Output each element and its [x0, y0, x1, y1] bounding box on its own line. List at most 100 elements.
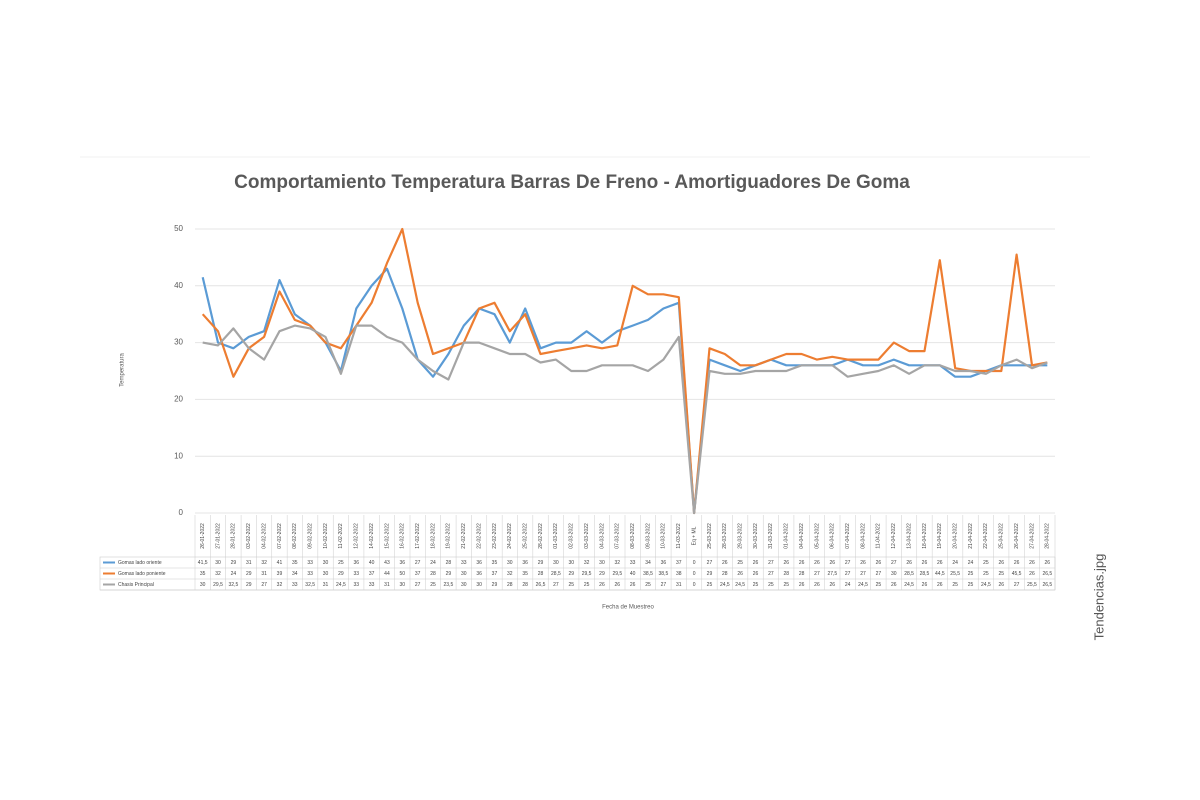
data-label: 37 — [492, 571, 498, 577]
x-tick-label: 30-03-2022 — [753, 523, 759, 549]
data-label: 39 — [277, 571, 283, 577]
x-tick-label: 11-04-2022 — [876, 523, 882, 548]
x-tick-label: 29-03-2022 — [738, 523, 744, 549]
data-label: 33 — [630, 560, 636, 566]
data-label: 26,5 — [1042, 571, 1052, 577]
x-tick-label: 27-04-2022 — [1029, 523, 1035, 549]
x-tick-label: 03-02-2022 — [246, 523, 252, 549]
x-tick-label: 25-02-2022 — [523, 523, 529, 549]
data-label: 25,5 — [1027, 582, 1037, 588]
data-label: 27 — [768, 560, 774, 566]
data-label: 28 — [783, 571, 789, 577]
data-label: 26 — [922, 582, 928, 588]
data-label: 27 — [876, 571, 882, 577]
data-label: 33 — [461, 560, 467, 566]
data-label: 29 — [246, 582, 252, 588]
y-tick-label: 0 — [179, 508, 184, 517]
data-label: 30 — [400, 582, 406, 588]
data-label: 24,5 — [858, 582, 868, 588]
x-tick-label: 26-04-2022 — [1014, 523, 1020, 549]
x-tick-label: 14-02-2022 — [369, 523, 375, 549]
data-label: 24,5 — [720, 582, 730, 588]
data-label: 33 — [292, 582, 298, 588]
data-label: 32,5 — [229, 582, 239, 588]
x-tick-label: 31-03-2022 — [768, 523, 774, 549]
data-label: 50 — [400, 571, 406, 577]
legend-label: Chasis Principal — [118, 582, 154, 588]
data-label: 29 — [446, 571, 452, 577]
x-tick-label: 22-02-2022 — [476, 523, 482, 549]
x-tick-label: 22-04-2022 — [983, 523, 989, 549]
data-label: 32,5 — [305, 582, 315, 588]
data-label: 26 — [814, 582, 820, 588]
x-tick-label: 11-03-2022 — [676, 523, 682, 548]
data-label: 24,5 — [904, 582, 914, 588]
data-label: 32 — [584, 560, 590, 566]
data-label: 26 — [906, 560, 912, 566]
series-line — [202, 324, 1048, 515]
x-tick-label: 24-02-2022 — [507, 523, 513, 549]
data-label: 25 — [968, 582, 974, 588]
x-tick-label: 04-02-2022 — [261, 523, 267, 549]
legend-label: Gomas lado oriente — [118, 560, 162, 566]
data-label: 38 — [676, 571, 682, 577]
x-tick-label: 04-04-2022 — [799, 523, 805, 549]
x-tick-label: 10-02-2022 — [323, 523, 329, 549]
data-label: 34 — [292, 571, 298, 577]
data-label: 25 — [430, 582, 436, 588]
data-label: 28 — [430, 571, 436, 577]
x-tick-label: 06-04-2022 — [830, 523, 836, 549]
y-axis-title: Temperatura — [120, 352, 126, 386]
data-label: 26 — [814, 560, 820, 566]
data-label: 29,5 — [213, 582, 223, 588]
x-tick-label: 15-02-2022 — [384, 523, 390, 549]
data-label: 25 — [783, 582, 789, 588]
data-label: 27 — [415, 560, 421, 566]
x-tick-label: Eq + ML — [691, 526, 697, 545]
data-label: 26 — [599, 582, 605, 588]
data-label: 26 — [722, 560, 728, 566]
data-label: 23,5 — [444, 582, 454, 588]
x-tick-label: 28-03-2022 — [722, 523, 728, 549]
data-label: 32 — [277, 582, 283, 588]
data-label: 28 — [507, 582, 513, 588]
chart-title: Comportamiento Temperatura Barras De Fre… — [234, 172, 910, 193]
data-label: 30 — [568, 560, 574, 566]
data-label: 24,5 — [336, 582, 346, 588]
x-tick-label: 19-02-2022 — [446, 523, 452, 549]
x-tick-label: 09-03-2022 — [645, 523, 651, 549]
data-label: 36 — [400, 560, 406, 566]
data-label: 24 — [952, 560, 958, 566]
data-label: 30 — [461, 582, 467, 588]
data-label: 26 — [860, 560, 866, 566]
data-label: 25 — [983, 571, 989, 577]
data-label: 32 — [215, 571, 221, 577]
data-label: 25 — [952, 582, 958, 588]
data-label: 27 — [845, 560, 851, 566]
x-tick-label: 13-04-2022 — [906, 523, 912, 549]
data-label: 28 — [799, 571, 805, 577]
data-label: 25 — [584, 582, 590, 588]
data-label: 40 — [369, 560, 375, 566]
data-label: 24 — [968, 560, 974, 566]
y-tick-label: 50 — [174, 224, 183, 233]
data-label: 28 — [522, 582, 528, 588]
series-line — [201, 267, 1048, 515]
x-tick-label: 25-04-2022 — [999, 523, 1005, 549]
data-label: 29 — [492, 582, 498, 588]
data-label: 26,5 — [536, 582, 546, 588]
series-line — [201, 227, 1048, 515]
data-label: 31 — [384, 582, 390, 588]
data-label: 25 — [707, 582, 713, 588]
data-label: 30 — [476, 582, 482, 588]
x-tick-label: 01-03-2022 — [553, 523, 559, 549]
data-label: 26 — [753, 560, 759, 566]
data-label: 30 — [507, 560, 513, 566]
data-label: 28,5 — [920, 571, 930, 577]
data-label: 26 — [799, 582, 805, 588]
x-tick-label: 12-02-2022 — [354, 523, 360, 549]
data-label: 30 — [200, 582, 206, 588]
data-label: 27 — [860, 571, 866, 577]
x-tick-label: 08-04-2022 — [860, 523, 866, 549]
data-label: 43 — [384, 560, 390, 566]
